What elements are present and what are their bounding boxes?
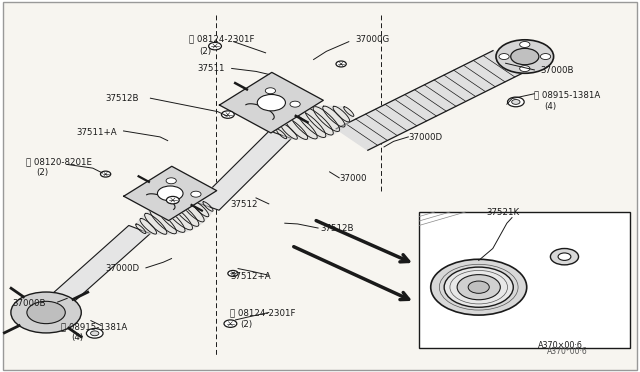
Text: Ⓑ 08120-8201E: Ⓑ 08120-8201E (26, 157, 92, 166)
Polygon shape (197, 131, 291, 210)
Circle shape (157, 186, 183, 201)
Text: 37000D: 37000D (408, 133, 442, 142)
Circle shape (468, 281, 490, 293)
Circle shape (540, 54, 550, 60)
Text: (2): (2) (199, 47, 211, 56)
Polygon shape (161, 175, 205, 200)
Circle shape (431, 259, 527, 315)
Text: 37000: 37000 (339, 174, 367, 183)
Circle shape (27, 301, 65, 324)
Circle shape (166, 178, 177, 184)
Text: 37000D: 37000D (106, 264, 140, 273)
Text: 37512: 37512 (230, 200, 258, 209)
Text: Ⓑ 08124-2301F: Ⓑ 08124-2301F (189, 35, 254, 44)
Circle shape (290, 101, 300, 107)
Text: ⓥ 08915-1381A: ⓥ 08915-1381A (534, 90, 601, 99)
Circle shape (266, 88, 276, 94)
Text: ⓥ 08915-1381A: ⓥ 08915-1381A (61, 322, 127, 331)
Circle shape (499, 54, 509, 60)
Text: 37511: 37511 (197, 64, 225, 73)
Circle shape (508, 97, 524, 107)
Circle shape (166, 196, 179, 204)
Text: 37521K: 37521K (486, 208, 520, 217)
Circle shape (224, 320, 237, 327)
Text: A370×00·6: A370×00·6 (538, 341, 582, 350)
Polygon shape (260, 85, 305, 110)
Circle shape (336, 61, 346, 67)
Text: A370*00·6: A370*00·6 (547, 347, 588, 356)
Circle shape (86, 328, 103, 338)
Polygon shape (124, 166, 217, 221)
Circle shape (11, 292, 81, 333)
Circle shape (511, 48, 539, 65)
Text: 37512B: 37512B (320, 224, 353, 233)
Circle shape (550, 248, 579, 265)
Circle shape (520, 42, 530, 48)
Polygon shape (31, 225, 150, 321)
Text: 37512B: 37512B (106, 94, 139, 103)
Text: 37000G: 37000G (355, 35, 390, 44)
Circle shape (520, 65, 530, 71)
Circle shape (257, 94, 285, 111)
Circle shape (209, 42, 221, 50)
Circle shape (512, 99, 520, 104)
Polygon shape (273, 106, 301, 123)
Text: (4): (4) (72, 333, 84, 342)
Text: 37511+A: 37511+A (77, 128, 117, 137)
Polygon shape (336, 51, 525, 150)
Circle shape (91, 331, 99, 336)
Polygon shape (277, 106, 353, 140)
Polygon shape (173, 196, 202, 213)
Text: (2): (2) (241, 320, 253, 329)
Text: 37000B: 37000B (13, 299, 46, 308)
Circle shape (496, 40, 554, 73)
Text: (2): (2) (36, 169, 49, 177)
Circle shape (221, 111, 234, 118)
Circle shape (457, 275, 500, 300)
Text: Ⓑ 08124-2301F: Ⓑ 08124-2301F (230, 309, 296, 318)
Text: 37512+A: 37512+A (230, 272, 271, 280)
Circle shape (100, 171, 111, 177)
Text: (4): (4) (545, 102, 557, 110)
Polygon shape (140, 178, 168, 195)
Bar (419, 212, 630, 348)
Polygon shape (239, 88, 268, 105)
Circle shape (228, 270, 238, 276)
Circle shape (191, 191, 201, 197)
Text: 37000B: 37000B (541, 66, 574, 75)
Circle shape (558, 253, 571, 260)
Polygon shape (136, 201, 212, 234)
Polygon shape (220, 73, 323, 133)
Circle shape (444, 267, 513, 307)
